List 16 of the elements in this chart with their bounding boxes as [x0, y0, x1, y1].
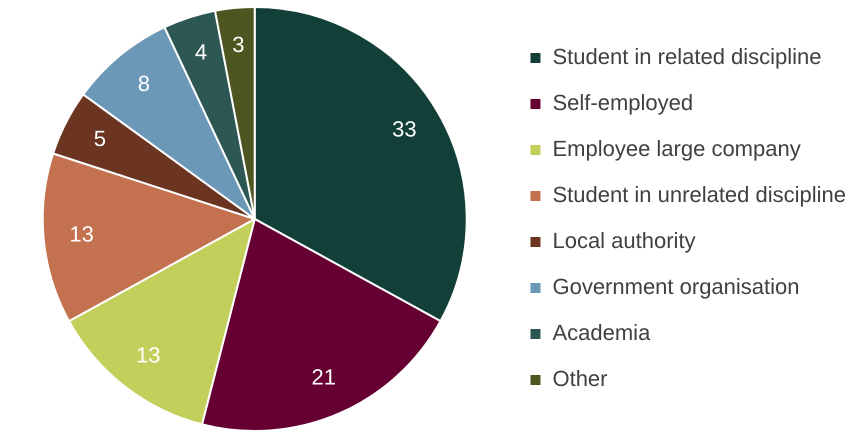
data-label: 21: [312, 364, 336, 390]
data-label: 8: [138, 71, 150, 96]
legend-label: Other: [552, 366, 608, 392]
data-label: 13: [136, 342, 160, 368]
legend-label: Local authority: [552, 228, 696, 254]
data-label: 3: [232, 32, 244, 57]
legend-label: Student in related discipline: [552, 44, 822, 70]
data-label: 13: [69, 221, 94, 246]
legend-label: Student in unrelated discipline: [552, 182, 846, 208]
legend-label: Employee large company: [552, 136, 801, 162]
legend-label: Self-employed: [552, 90, 694, 116]
data-label: 33: [392, 116, 417, 142]
legend-label: Academia: [552, 320, 652, 346]
legend-label: Government organisation: [552, 274, 800, 300]
data-label: 4: [194, 40, 208, 65]
data-label: 5: [94, 126, 106, 152]
